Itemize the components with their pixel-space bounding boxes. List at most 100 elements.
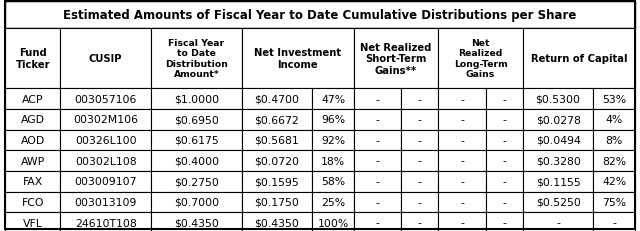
Bar xyxy=(151,151,242,171)
Bar xyxy=(438,109,486,130)
Text: 53%: 53% xyxy=(602,94,626,104)
Bar xyxy=(5,171,60,192)
Bar xyxy=(312,130,354,151)
Text: $1.0000: $1.0000 xyxy=(174,94,219,104)
Text: -: - xyxy=(502,94,506,104)
Bar xyxy=(5,130,60,151)
Text: 58%: 58% xyxy=(321,176,345,186)
Text: -: - xyxy=(376,94,380,104)
Bar xyxy=(486,192,523,212)
Bar xyxy=(242,192,312,212)
Bar xyxy=(438,130,486,151)
Text: -: - xyxy=(418,197,422,207)
Bar xyxy=(354,130,401,151)
Text: -: - xyxy=(502,115,506,125)
Bar xyxy=(60,192,151,212)
Bar xyxy=(151,29,242,89)
Text: 003057106: 003057106 xyxy=(74,94,137,104)
Text: $0.4350: $0.4350 xyxy=(174,218,219,228)
Bar xyxy=(486,212,523,231)
Text: $0.4350: $0.4350 xyxy=(255,218,300,228)
Text: -: - xyxy=(460,115,464,125)
Bar xyxy=(242,171,312,192)
Text: $0.4700: $0.4700 xyxy=(255,94,300,104)
Text: 00302L108: 00302L108 xyxy=(75,156,136,166)
Bar xyxy=(60,212,151,231)
Text: Fund
Ticker: Fund Ticker xyxy=(15,48,50,70)
Bar xyxy=(242,151,312,171)
Text: 24610T108: 24610T108 xyxy=(75,218,136,228)
Bar xyxy=(401,89,438,109)
Bar xyxy=(354,89,401,109)
Bar xyxy=(312,212,354,231)
Text: -: - xyxy=(418,135,422,145)
Bar xyxy=(5,109,60,130)
Text: 92%: 92% xyxy=(321,135,345,145)
Text: $0.6950: $0.6950 xyxy=(174,115,219,125)
Bar xyxy=(242,89,312,109)
Text: AGD: AGD xyxy=(20,115,45,125)
Bar xyxy=(438,192,486,212)
Bar xyxy=(312,171,354,192)
Bar xyxy=(593,151,635,171)
Text: 96%: 96% xyxy=(321,115,345,125)
Bar xyxy=(593,171,635,192)
Text: -: - xyxy=(418,94,422,104)
Text: Net Investment
Income: Net Investment Income xyxy=(254,48,341,70)
Text: 42%: 42% xyxy=(602,176,626,186)
Bar xyxy=(242,109,312,130)
Text: 82%: 82% xyxy=(602,156,626,166)
Text: 003013109: 003013109 xyxy=(74,197,137,207)
Text: $0.2750: $0.2750 xyxy=(174,176,219,186)
Bar xyxy=(242,212,312,231)
Text: Net Realized
Short-Term
Gains**: Net Realized Short-Term Gains** xyxy=(360,42,432,76)
Bar xyxy=(312,192,354,212)
Text: 75%: 75% xyxy=(602,197,626,207)
Text: 00302M106: 00302M106 xyxy=(73,115,138,125)
Text: $0.0720: $0.0720 xyxy=(255,156,300,166)
Text: -: - xyxy=(502,135,506,145)
Text: AOD: AOD xyxy=(20,135,45,145)
Text: 47%: 47% xyxy=(321,94,345,104)
Text: AWP: AWP xyxy=(20,156,45,166)
Text: 00326L100: 00326L100 xyxy=(75,135,136,145)
Bar xyxy=(312,151,354,171)
Text: Estimated Amounts of Fiscal Year to Date Cumulative Distributions per Share: Estimated Amounts of Fiscal Year to Date… xyxy=(63,9,577,22)
Text: -: - xyxy=(376,218,380,228)
Text: $0.0494: $0.0494 xyxy=(536,135,580,145)
Bar xyxy=(354,29,438,89)
Text: -: - xyxy=(502,197,506,207)
Text: $0.4000: $0.4000 xyxy=(174,156,219,166)
Bar xyxy=(151,89,242,109)
Bar xyxy=(354,151,401,171)
Bar xyxy=(354,212,401,231)
Text: -: - xyxy=(376,197,380,207)
Bar xyxy=(60,130,151,151)
Bar xyxy=(5,29,60,89)
Bar xyxy=(401,192,438,212)
Bar xyxy=(438,29,523,89)
Bar xyxy=(486,151,523,171)
Text: -: - xyxy=(376,156,380,166)
Text: -: - xyxy=(460,197,464,207)
Text: -: - xyxy=(502,218,506,228)
Bar xyxy=(593,89,635,109)
Bar xyxy=(312,109,354,130)
Bar xyxy=(523,89,593,109)
Bar xyxy=(401,109,438,130)
Text: CUSIP: CUSIP xyxy=(89,54,122,64)
Text: -: - xyxy=(460,156,464,166)
Text: $0.0278: $0.0278 xyxy=(536,115,580,125)
Bar xyxy=(401,130,438,151)
Text: $0.5681: $0.5681 xyxy=(255,135,300,145)
Bar xyxy=(151,130,242,151)
Text: -: - xyxy=(418,156,422,166)
Bar xyxy=(401,171,438,192)
Text: -: - xyxy=(460,176,464,186)
Bar xyxy=(523,192,593,212)
Bar xyxy=(438,212,486,231)
Text: 003009107: 003009107 xyxy=(74,176,137,186)
Text: -: - xyxy=(460,218,464,228)
Bar xyxy=(5,2,635,29)
Text: -: - xyxy=(376,135,380,145)
